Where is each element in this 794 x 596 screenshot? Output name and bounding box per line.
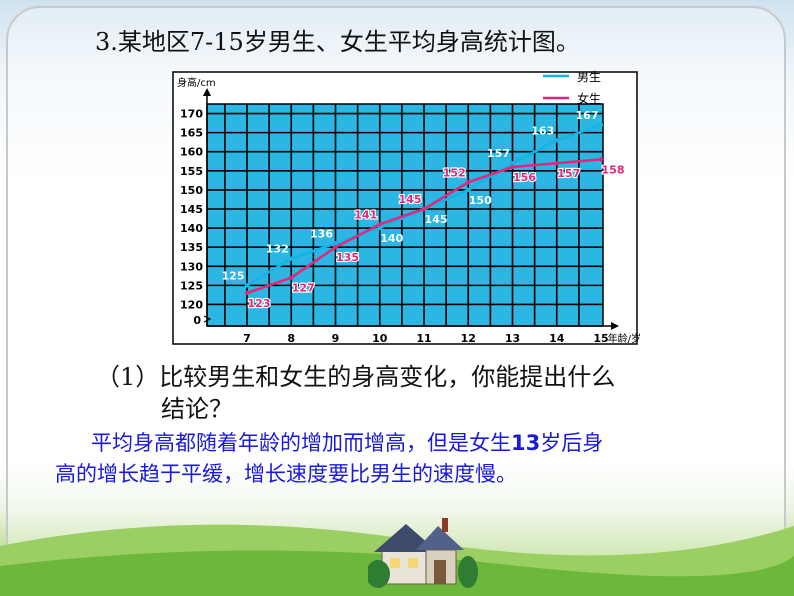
y-tick-label: 170 <box>180 108 203 121</box>
data-label: 156 <box>513 171 536 184</box>
x-tick-label: 7 <box>243 332 251 345</box>
x-tick-label: 15 <box>593 332 608 345</box>
question-line-2: 结论？ <box>161 395 233 423</box>
answer-text: 平均身高都随着年龄的增加而增高，但是女生13岁后身 高的增长趋于平缓，增长速度要… <box>55 428 735 490</box>
x-tick-label: 11 <box>416 332 431 345</box>
house-illustration <box>368 518 478 588</box>
data-point <box>289 275 294 280</box>
data-label: 163 <box>531 124 554 137</box>
legend-label: 女生 <box>577 91 601 106</box>
data-label: 123 <box>248 297 271 310</box>
page-title: 3.某地区7-15岁男生、女生平均身高统计图。 <box>95 28 580 56</box>
data-label: 135 <box>336 251 359 264</box>
y-axis-arrow <box>203 88 211 96</box>
x-tick-label: 12 <box>461 332 476 345</box>
data-point <box>466 180 471 185</box>
data-point <box>598 122 604 128</box>
data-point <box>554 138 559 143</box>
data-label: 132 <box>266 243 289 256</box>
y-axis-label: 身高/cm <box>177 76 216 89</box>
data-point <box>421 206 427 212</box>
data-label: 145 <box>425 213 448 226</box>
data-point <box>510 164 515 170</box>
answer-bold-number: 13 <box>511 431 541 455</box>
y-axis-break <box>203 315 212 323</box>
y-tick-label: 145 <box>180 203 203 216</box>
x-axis-arrow <box>611 322 619 330</box>
x-tick-label: 14 <box>549 332 565 345</box>
y-tick-label: 135 <box>180 241 203 254</box>
x-tick-label: 13 <box>505 332 520 345</box>
data-point <box>554 160 559 166</box>
x-tick-label: 9 <box>332 332 340 345</box>
answer-line-2: 高的增长趋于平缓，增长速度要比男生的速度慢。 <box>55 462 517 486</box>
x-tick-label: 10 <box>372 332 388 345</box>
x-tick-label: 8 <box>287 332 295 345</box>
y-tick-label: 165 <box>180 127 203 140</box>
data-point <box>333 241 338 246</box>
data-point <box>510 160 515 166</box>
data-label: 150 <box>469 194 492 207</box>
data-label: 136 <box>310 227 333 240</box>
data-label: 127 <box>292 282 315 295</box>
y-tick-label: 150 <box>180 184 203 197</box>
y-tick-label: 125 <box>180 279 203 292</box>
height-line-chart: 身高/cm 120 125 130 135 140 145 150 155 160 165 170 0 7… <box>172 70 641 345</box>
y-tick-label: 155 <box>180 165 203 178</box>
y-tick-label: 160 <box>180 146 203 159</box>
question-line-1: （1）比较男生和女生的身高变化，你能提出什么 <box>96 363 616 391</box>
data-point <box>244 283 250 288</box>
data-label: 140 <box>380 232 403 245</box>
x-axis-label: 年龄/岁 <box>608 332 641 345</box>
y-tick-label: 120 <box>180 298 203 311</box>
data-point <box>377 222 382 227</box>
data-label: 157 <box>557 167 580 180</box>
data-point <box>466 187 471 193</box>
data-label: 145 <box>399 193 422 206</box>
answer-line-1: 平均身高都随着年龄的增加而增高，但是女生13岁后身 <box>55 428 735 459</box>
y-tick-label: 140 <box>180 222 203 235</box>
data-point <box>377 225 382 231</box>
data-label: 152 <box>443 166 466 179</box>
data-label: 167 <box>576 109 599 122</box>
data-label: 157 <box>487 147 510 160</box>
legend-label: 男生 <box>577 70 601 84</box>
data-point <box>333 244 338 250</box>
data-label: 125 <box>222 269 245 282</box>
data-label: 158 <box>602 163 625 176</box>
answer-part-2: 岁后身 <box>540 431 604 455</box>
answer-part-1: 平均身高都随着年龄的增加而增高，但是女生 <box>91 431 511 455</box>
y-tick-label: 130 <box>180 260 203 273</box>
question-1: （1）比较男生和女生的身高变化，你能提出什么 结论？ <box>96 361 615 425</box>
data-label: 141 <box>354 208 377 221</box>
data-point <box>289 256 294 261</box>
data-point <box>598 157 604 162</box>
data-point <box>244 290 250 296</box>
y-tick-label-zero: 0 <box>193 314 201 327</box>
